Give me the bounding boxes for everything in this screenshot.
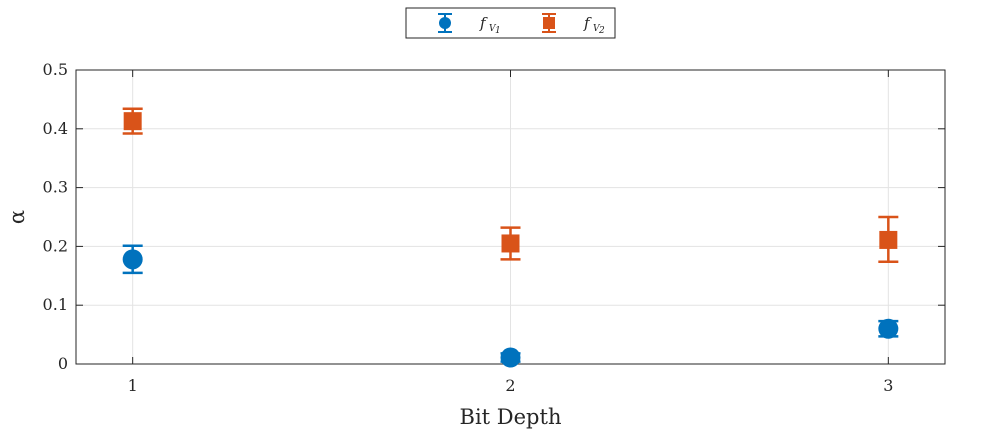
- legend-label: f: [583, 14, 592, 32]
- y-tick-label: 0.2: [43, 236, 68, 255]
- y-tick-label: 0.3: [43, 178, 68, 197]
- x-axis-label: Bit Depth: [460, 405, 562, 429]
- legend-label-subsubscript: 2: [598, 26, 605, 36]
- y-tick-label: 0.4: [43, 119, 68, 138]
- legend-marker: [543, 17, 555, 29]
- data-point: [879, 230, 898, 249]
- legend-label-subscript: V: [489, 24, 497, 34]
- y-tick-label: 0.5: [43, 60, 68, 79]
- series-layer: [122, 107, 899, 368]
- legend-label-subsubscript: 1: [495, 26, 501, 36]
- legend-marker: [439, 17, 451, 29]
- y-tick-label: 0: [58, 354, 68, 373]
- data-point: [122, 249, 143, 270]
- legend-label: f: [479, 14, 488, 32]
- axis-ticks: 0 0.1 0.2 0.3 0.4 0.5 1 2 3: [43, 60, 945, 395]
- x-tick-label: 3: [883, 376, 893, 395]
- y-axis-label: α: [5, 210, 29, 224]
- y-tick-label: 0.1: [43, 295, 68, 314]
- data-point: [123, 112, 142, 131]
- legend-label-subscript: V: [593, 24, 601, 34]
- x-tick-label: 2: [505, 376, 515, 395]
- series-f_V2: [122, 107, 899, 263]
- data-point: [501, 234, 520, 253]
- data-point: [500, 347, 521, 368]
- data-point: [878, 318, 899, 339]
- grid: [76, 69, 945, 365]
- x-tick-label: 1: [128, 376, 138, 395]
- series-f_V1: [122, 244, 899, 368]
